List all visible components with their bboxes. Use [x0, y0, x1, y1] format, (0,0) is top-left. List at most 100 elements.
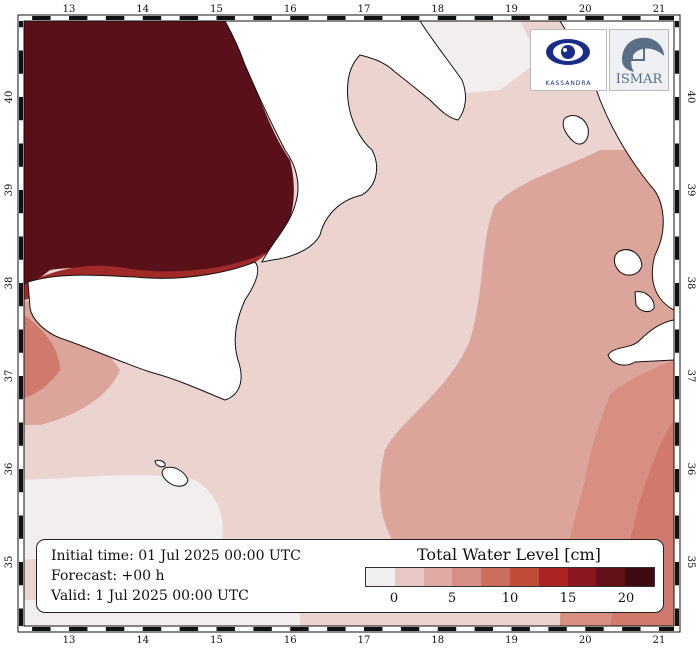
land-peloponnese — [607, 319, 674, 366]
frame-check-left — [19, 143, 23, 167]
latitude-tick-left: 35 — [4, 556, 15, 569]
legend-color-swatch — [625, 568, 654, 586]
land-sicily — [27, 261, 259, 401]
frame-check-bottom — [364, 627, 383, 631]
ismar-logo: ISMAR — [609, 29, 669, 91]
frame-check-left — [19, 21, 23, 28]
very-high-level-zone-tyrrhenian — [24, 21, 294, 290]
legend-title: Total Water Level [cm] — [417, 545, 601, 564]
frame-check-left — [19, 515, 23, 539]
frame-check-bottom — [32, 627, 51, 631]
frame-check-bottom — [179, 627, 199, 631]
forecast-label: Forecast: +00 h — [51, 568, 165, 584]
land-zakynthos — [634, 291, 655, 313]
high-level-zone-west — [24, 315, 60, 398]
high-level-fringe-tyrrhenian — [24, 252, 268, 300]
frame-check-bottom — [105, 627, 125, 631]
kassandra-logo-text: KASSANDRA — [545, 80, 592, 87]
legend-tick-label: 15 — [559, 591, 577, 606]
frame-check-bottom — [585, 627, 604, 631]
frame-check-top — [548, 16, 567, 20]
frame-check-left — [19, 562, 23, 586]
land-italy — [224, 21, 466, 263]
info-legend-box: Initial time: 01 Jul 2025 00:00 UTC Fore… — [36, 539, 664, 613]
frame-check-left — [19, 190, 23, 214]
frame-check-bottom — [400, 627, 420, 631]
frame-check-top — [216, 16, 235, 20]
legend-color-swatch — [452, 568, 482, 586]
frame-check-top — [474, 16, 494, 20]
frame-check-right — [675, 143, 679, 167]
frame-check-left — [19, 608, 23, 626]
longitude-tick-bottom: 20 — [579, 635, 592, 646]
frame-check-bottom — [659, 627, 674, 631]
latitude-tick-right: 35 — [685, 556, 696, 569]
frame-check-left — [19, 376, 23, 400]
frame-check-top — [179, 16, 199, 20]
frame-check-bottom — [327, 627, 346, 631]
land-malta — [161, 466, 189, 487]
frame-check-right — [675, 469, 679, 493]
frame-check-left — [19, 329, 23, 353]
latitude-tick-right: 38 — [685, 277, 696, 290]
land-kefalonia — [613, 249, 643, 276]
longitude-tick-bottom: 14 — [136, 635, 149, 646]
longitude-tick-top: 21 — [653, 4, 666, 15]
frame-check-top — [659, 16, 674, 20]
frame-check-bottom — [548, 627, 567, 631]
frame-check-top — [290, 16, 309, 20]
land-gozo — [154, 459, 166, 468]
map-inner-frame — [23, 20, 675, 627]
frame-check-bottom — [622, 627, 641, 631]
frame-check-top — [400, 16, 420, 20]
latitude-tick-right: 39 — [685, 184, 696, 197]
frame-check-top — [105, 16, 125, 20]
frame-check-bottom — [474, 627, 494, 631]
frame-check-bottom — [142, 627, 162, 631]
longitude-tick-bottom: 13 — [63, 635, 76, 646]
legend-color-swatch — [596, 568, 626, 586]
frame-check-right — [675, 283, 679, 307]
longitude-tick-top: 17 — [358, 4, 371, 15]
kassandra-logo: KASSANDRA — [530, 29, 607, 91]
legend-tick-label: 5 — [447, 591, 457, 606]
frame-check-left — [19, 97, 23, 121]
latitude-tick-right: 36 — [685, 463, 696, 476]
longitude-tick-top: 18 — [431, 4, 444, 15]
legend-color-swatch — [394, 568, 424, 586]
frame-check-right — [675, 190, 679, 214]
legend-color-swatch — [567, 568, 597, 586]
frame-check-right — [675, 329, 679, 353]
longitude-tick-top: 20 — [579, 4, 592, 15]
frame-check-top — [142, 16, 162, 20]
land-corfu — [562, 115, 589, 145]
frame-check-right — [675, 21, 679, 28]
latitude-tick-left: 37 — [4, 370, 15, 383]
legend-color-swatch — [423, 568, 453, 586]
longitude-tick-top: 16 — [284, 4, 297, 15]
frame-check-bottom — [253, 627, 272, 631]
longitude-tick-top: 15 — [210, 4, 223, 15]
frame-check-bottom — [216, 627, 235, 631]
eye-logo-icon — [546, 39, 590, 65]
frame-check-top — [327, 16, 346, 20]
frame-check-top — [364, 16, 383, 20]
frame-check-bottom — [511, 627, 530, 631]
latitude-tick-left: 40 — [4, 91, 15, 104]
latitude-tick-right: 37 — [685, 370, 696, 383]
frame-check-right — [675, 515, 679, 539]
legend-tick-label: 20 — [617, 591, 635, 606]
low-level-zone-southwest — [24, 475, 223, 560]
frame-check-bottom — [437, 627, 457, 631]
frame-check-right — [675, 97, 679, 121]
longitude-tick-bottom: 17 — [358, 635, 371, 646]
latitude-tick-left: 36 — [4, 463, 15, 476]
initial-time-label: Initial time: 01 Jul 2025 00:00 UTC — [51, 548, 301, 564]
latitude-tick-left: 38 — [4, 277, 15, 290]
legend-color-swatch — [366, 568, 395, 586]
frame-check-right — [675, 236, 679, 260]
frame-check-left — [19, 236, 23, 260]
frame-check-bottom — [290, 627, 309, 631]
longitude-tick-top: 19 — [505, 4, 518, 15]
latitude-tick-right: 40 — [685, 91, 696, 104]
